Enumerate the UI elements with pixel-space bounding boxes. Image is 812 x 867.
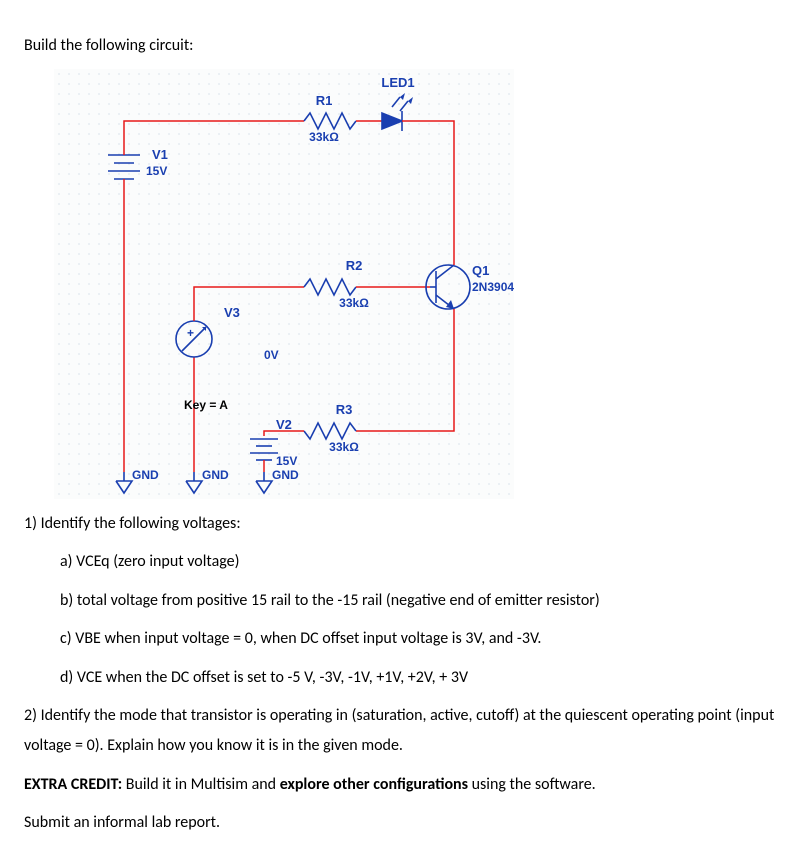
source-v1 [108,155,140,179]
v1-value: 15V [146,164,167,178]
led1 [382,93,413,131]
q1-d: d) VCE when the DC offset is set to -5 V… [24,663,788,693]
submit: Submit an informal lab report. [24,808,788,838]
source-v2 [250,439,278,460]
gnd-label-2: GND [202,468,229,482]
gnd-v3 [186,472,202,493]
resistor-r2 [304,279,356,295]
questions-body: 1) Identify the following voltages: a) V… [24,509,788,839]
extra-label: EXTRA CREDIT: [24,775,122,794]
v3-name: V3 [224,305,240,320]
source-v3: + [176,321,212,357]
wire [356,309,454,431]
r1-value: 33kΩ [309,130,339,144]
v2-value: 15V [276,454,297,468]
extra-credit: EXTRA CREDIT: Build it in Multisim and e… [24,770,788,800]
r3-name: R3 [336,402,353,417]
circuit-diagram: R1 33kΩ LED1 [54,69,514,499]
q1-name: Q1 [472,263,489,278]
extra-bold2: explore other configurations [280,775,468,794]
v3-plus: + [187,326,194,340]
v1-name: V1 [152,147,168,162]
resistor-r3 [304,423,356,439]
v2-name: V2 [276,417,292,432]
v3-value: 0V [264,348,279,362]
v3-key: Key = A [184,398,228,412]
resistor-r1 [304,113,356,129]
gnd-label-3: GND [272,468,299,482]
q1-a: a) VCEq (zero input voltage) [24,547,788,577]
q1-part: 2N3904 [472,280,514,294]
circuit-container: R1 33kΩ LED1 [54,69,788,499]
intro-text: Build the following circuit: [24,36,788,55]
extra-mid2: using the software. [468,775,596,794]
gnd-label-1: GND [132,468,159,482]
q1-prompt: 1) Identify the following voltages: [24,509,788,539]
r2-value: 33kΩ [339,296,369,310]
wire [194,287,304,321]
gnd-v1 [116,472,132,493]
q1-b: b) total voltage from positive 15 rail t… [24,586,788,616]
wire [402,121,454,261]
wire [124,121,304,149]
r2-name: R2 [346,258,363,273]
extra-mid1: Build it in Multisim and [122,775,280,794]
q1-c: c) VBE when input voltage = 0, when DC o… [24,624,788,654]
r3-value: 33kΩ [329,440,359,454]
gnd-v2 [256,472,272,493]
transistor-q1 [426,265,470,309]
r1-name: R1 [316,93,333,108]
q2: 2) Identify the mode that transistor is … [24,701,788,762]
led1-name: LED1 [381,75,414,90]
